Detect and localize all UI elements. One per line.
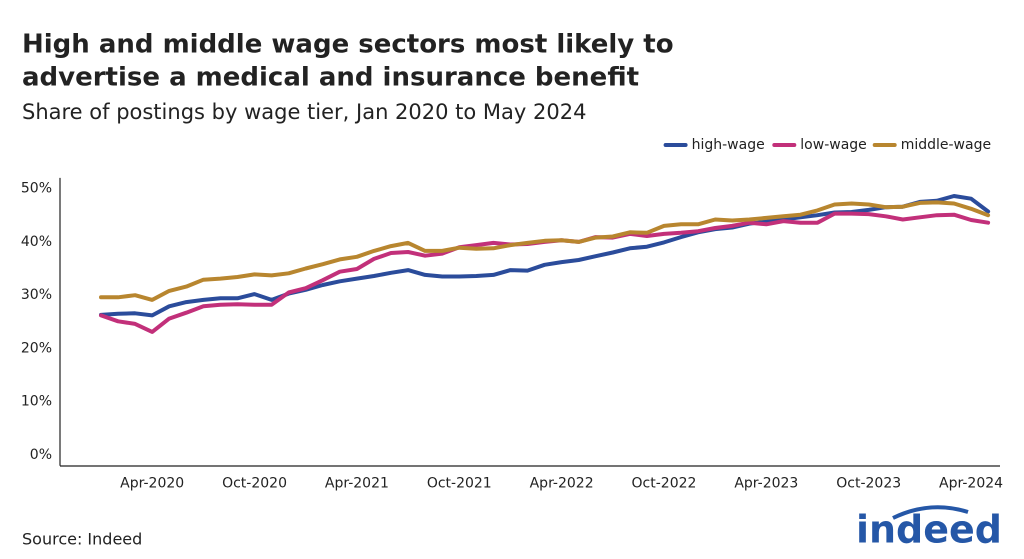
series-line [99,211,991,334]
y-tick-label: 10% [21,394,52,410]
legend-label: low-wage [800,137,867,153]
chart-title: High and middle wage sectors most likely… [22,30,674,60]
x-tick-label: Apr-2023 [734,476,798,492]
y-tick-label: 40% [21,234,52,250]
x-tick-label: Oct-2023 [836,476,901,492]
legend-label: high-wage [692,137,765,153]
series-line [99,200,991,302]
x-tick-label: Apr-2021 [325,476,389,492]
x-tick-label: Apr-2024 [939,476,1003,492]
y-tick-label: 0% [30,447,52,463]
y-tick-label: 20% [21,340,52,356]
legend-label: middle-wage [901,137,991,153]
x-tick-label: Oct-2020 [222,476,287,492]
chart-title: advertise a medical and insurance benefi… [22,63,639,93]
y-tick-label: 50% [21,181,52,197]
logo: indeed [856,508,1002,552]
x-tick-label: Apr-2020 [120,476,184,492]
source: Source: Indeed [22,530,142,549]
x-tick-label: Oct-2022 [632,476,697,492]
x-tick-label: Apr-2022 [530,476,594,492]
y-tick-label: 30% [21,287,52,303]
x-tick-label: Oct-2021 [427,476,492,492]
logo-arc [892,505,969,520]
chart-subtitle: Share of postings by wage tier, Jan 2020… [22,100,586,124]
